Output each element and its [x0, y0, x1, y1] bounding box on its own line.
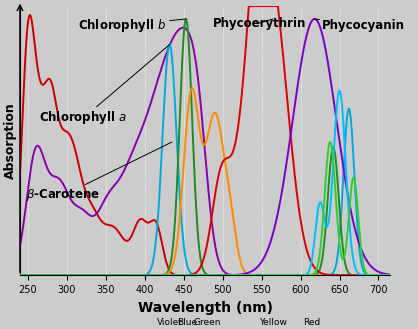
Y-axis label: Absorption: Absorption: [4, 102, 17, 179]
Text: $\beta$-Carotene: $\beta$-Carotene: [26, 142, 172, 203]
Text: Green: Green: [193, 318, 221, 327]
Text: Chlorophyll $b$: Chlorophyll $b$: [79, 17, 186, 34]
Text: Phycocyanin: Phycocyanin: [315, 19, 405, 32]
Text: Red: Red: [303, 318, 321, 327]
Text: Phycoerythrin: Phycoerythrin: [212, 17, 306, 30]
Text: Violet: Violet: [157, 318, 183, 327]
Text: Yellow: Yellow: [259, 318, 287, 327]
X-axis label: Wavelength (nm): Wavelength (nm): [138, 301, 273, 315]
Text: Chlorophyll $a$: Chlorophyll $a$: [39, 44, 170, 126]
Text: Blue: Blue: [178, 318, 198, 327]
